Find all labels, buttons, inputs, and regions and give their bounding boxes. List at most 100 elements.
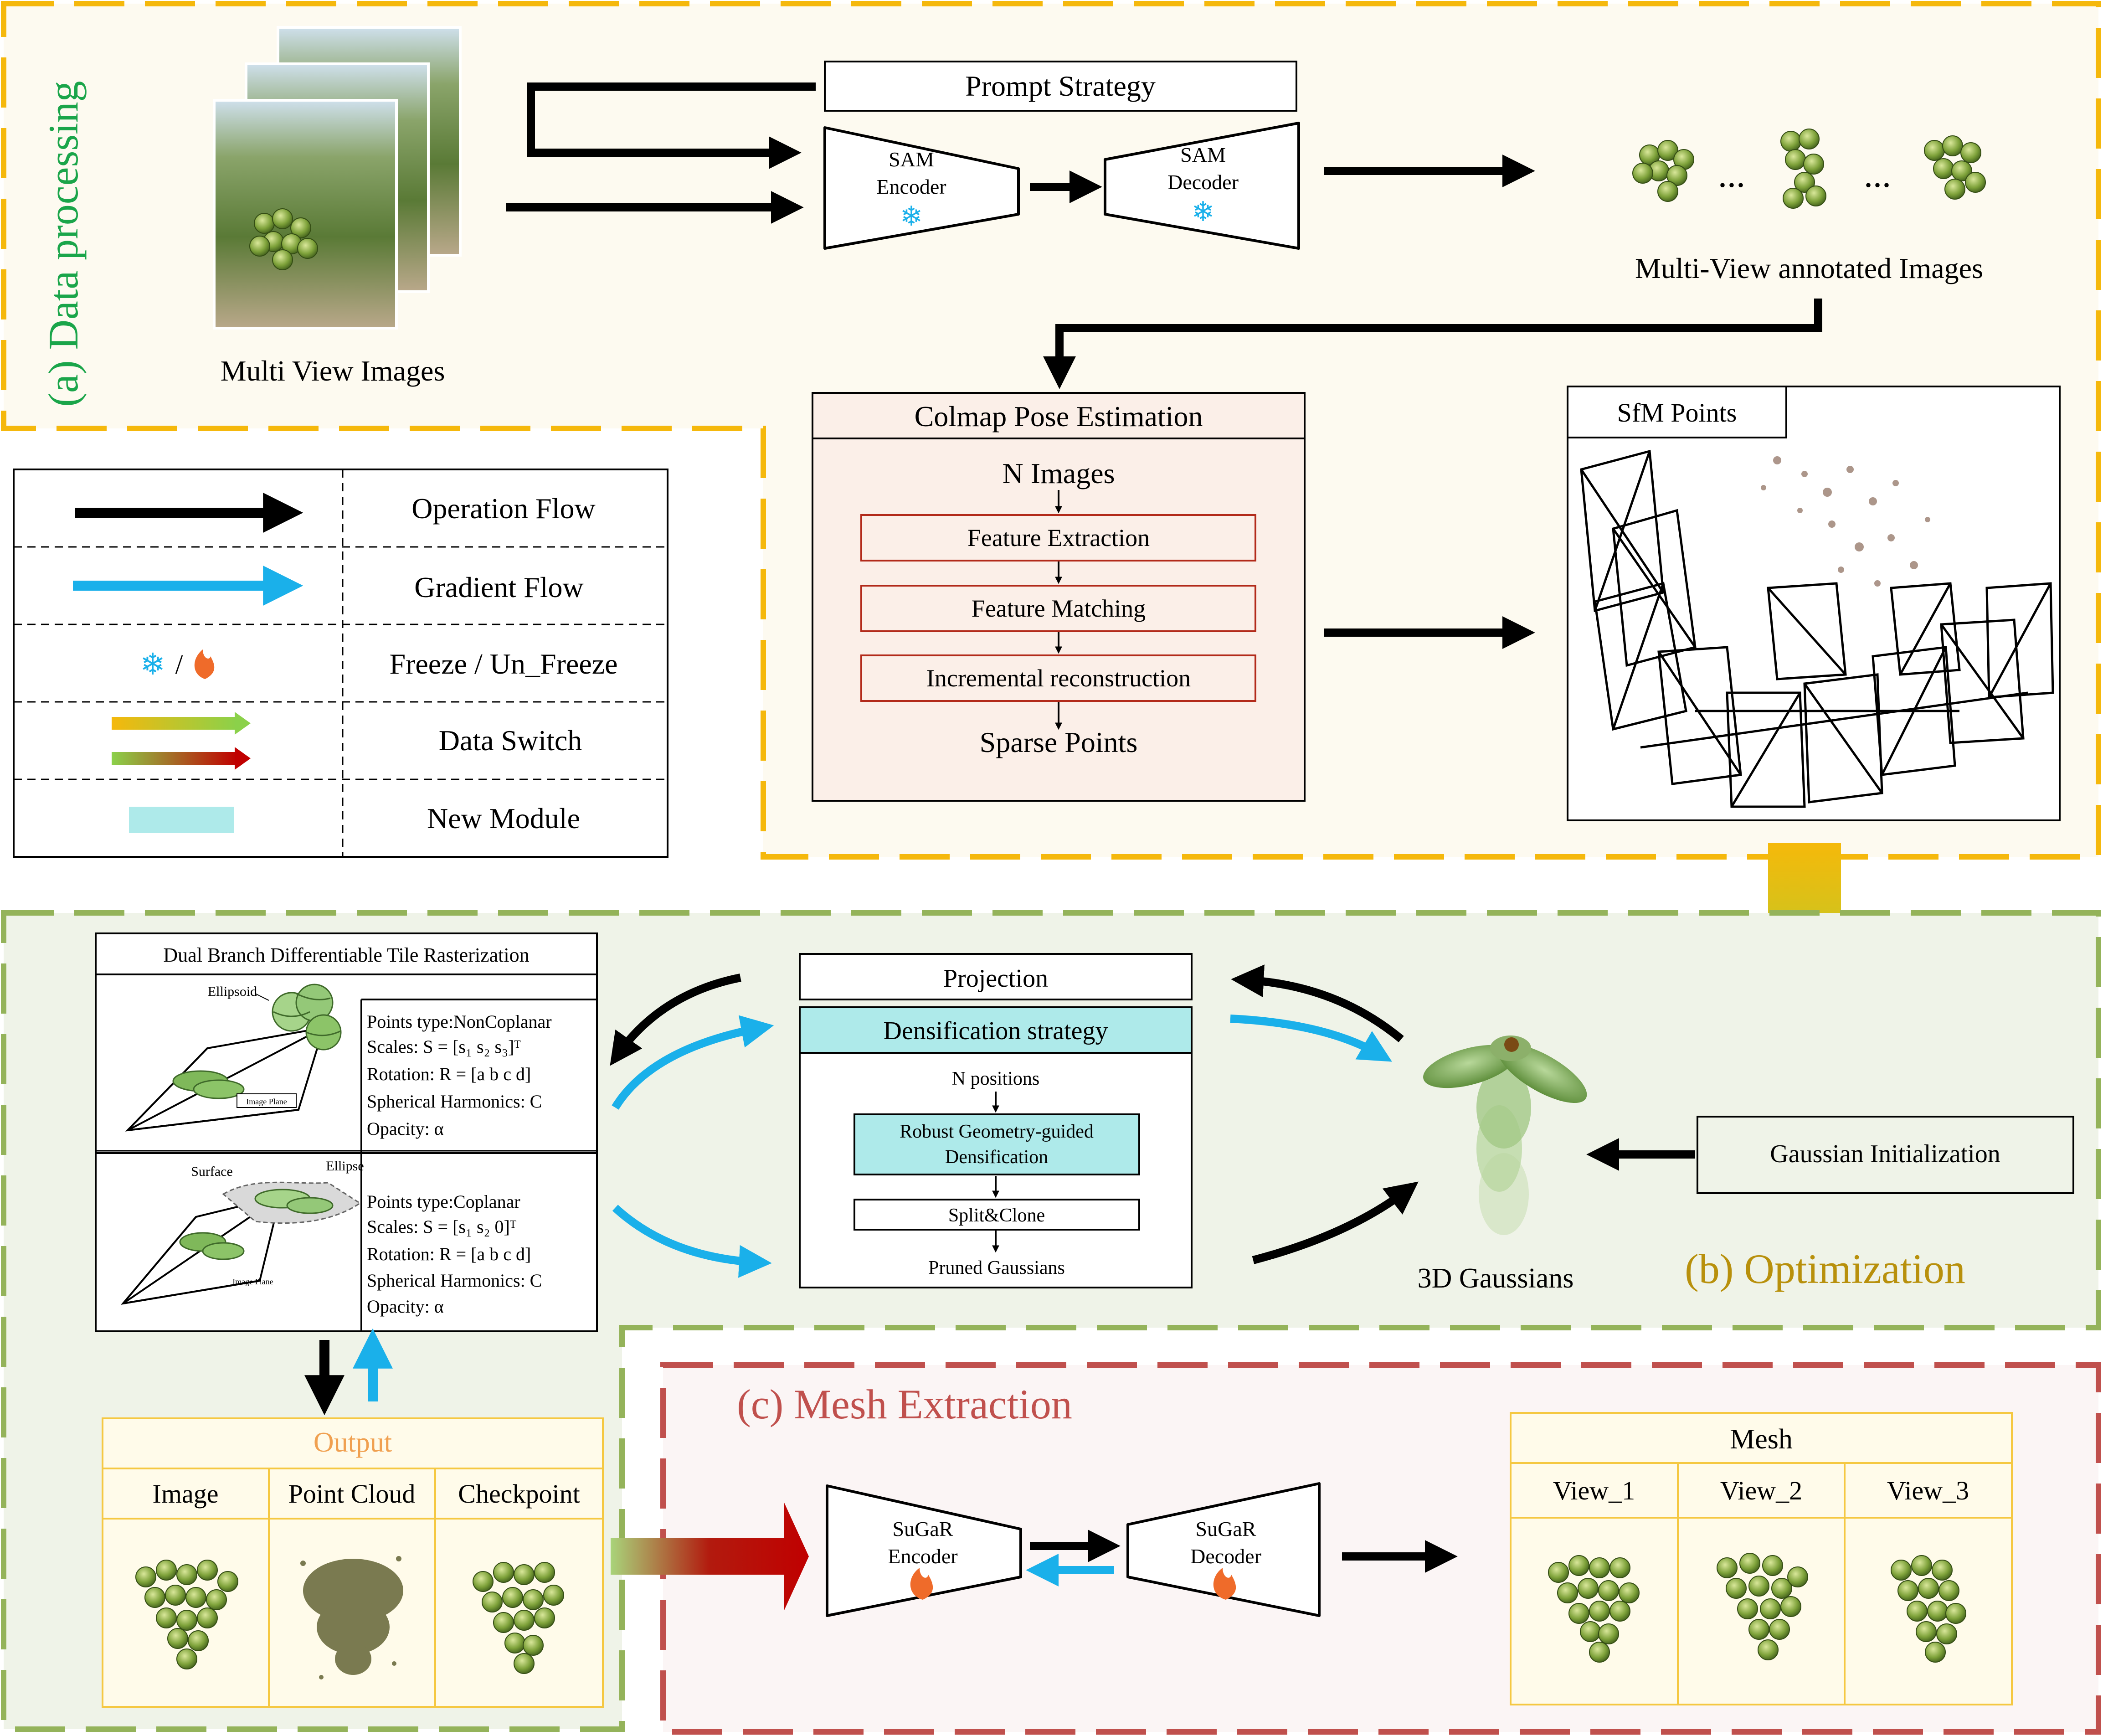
3d-gaussians-illustration: [1423, 1035, 1587, 1235]
snowflake-icon: ❄: [1192, 197, 1214, 227]
raster-to-projection-gradient-arrow: [612, 1015, 774, 1110]
prompt-loop-arrow: [527, 82, 816, 169]
split-clone-label: Split&Clone: [948, 1205, 1045, 1226]
coplanar-line-3: Rotation: R = [a b c d]: [367, 1244, 531, 1264]
legend-new-module-label: New Module: [427, 802, 580, 835]
sam-decoder-label-2: Decoder: [1167, 170, 1239, 194]
legend: Operation Flow Gradient Flow ❄ / Freeze …: [13, 469, 668, 858]
output-col-checkpoint: Checkpoint: [458, 1479, 580, 1509]
section-b-border: [1, 910, 2101, 1732]
densify-to-gaussians-gradient-arrow: [1230, 1015, 1392, 1062]
coplanar-line-1: Points type:Coplanar: [367, 1191, 520, 1212]
projection-label: Projection: [943, 964, 1048, 993]
mesh-view-3: View_3: [1887, 1476, 1969, 1505]
noncoplanar-line-3: Rotation: R = [a b c d]: [367, 1064, 531, 1084]
sugar-encoder-label-2: Encoder: [888, 1545, 957, 1568]
output-col-image: Image: [153, 1479, 219, 1509]
sfm-camera-frustums: [1580, 449, 2054, 808]
coplanar-line-5: Opacity: α: [367, 1296, 444, 1317]
sam-decoder-label-1: SAM: [1180, 143, 1226, 166]
noncoplanar-line-1: Points type:NonCoplanar: [367, 1011, 552, 1032]
fire-icon: [194, 649, 215, 679]
legend-data-switch-label: Data Switch: [439, 724, 582, 757]
coplanar-illustration: Image Plane Surface Ellipse: [120, 1159, 364, 1305]
feature-extraction-box: [860, 514, 1256, 561]
output-col-point-cloud: Point Cloud: [288, 1479, 416, 1509]
robust-densification-box: [854, 1113, 1140, 1175]
annotated-to-colmap-arrow: [1043, 299, 1822, 389]
coplanar-plane-label: Image Plane: [232, 1277, 273, 1286]
sugar-decoder-label-1: SuGaR: [1196, 1517, 1256, 1540]
sfm-title-box: [1567, 386, 1787, 438]
colmap-n-images: N Images: [1002, 457, 1115, 489]
legend-data-switch-arrows: [112, 712, 251, 770]
projection-box: [799, 953, 1193, 1000]
legend-gradient-label: Gradient Flow: [414, 571, 584, 603]
fire-icon: [910, 1568, 933, 1600]
pruned-label: Pruned Gaussians: [928, 1257, 1065, 1278]
surface-label: Surface: [191, 1164, 233, 1179]
section-b-label: (b) Optimization: [1685, 1246, 1965, 1292]
sam-encoder-label-2: Encoder: [876, 175, 946, 198]
ellipsoid-label: Ellipsoid: [208, 984, 257, 999]
sparse-points-label: Sparse Points: [980, 726, 1138, 758]
densification-title: Densification strategy: [884, 1017, 1108, 1045]
colmap-title: Colmap Pose Estimation: [915, 400, 1203, 433]
prompt-strategy-box: [824, 61, 1297, 112]
coplanar-to-densify-gradient-arrow: [612, 1205, 772, 1278]
legend-new-module-swatch: [129, 807, 234, 833]
feature-matching-label: Feature Matching: [972, 595, 1146, 622]
sugar-decoder-shape: [1126, 1482, 1321, 1617]
noncoplanar-plane-label: Image Plane: [246, 1097, 287, 1106]
fire-icon: [1213, 1568, 1236, 1600]
sugar-encoder-shape: [826, 1484, 1022, 1617]
ellipse-label: Ellipse: [326, 1159, 364, 1174]
3d-gaussians-caption: 3D Gaussians: [1418, 1263, 1574, 1294]
n-positions-label: N positions: [952, 1068, 1040, 1089]
robust-label-2: Densification: [945, 1147, 1048, 1168]
data-switch-arrow-right: [611, 1502, 809, 1611]
gaussians-to-projection-arrow: [1231, 964, 1404, 1042]
split-clone-box: [854, 1199, 1140, 1231]
sam-encoder-label-1: SAM: [889, 148, 934, 171]
section-a-label: (a) Data processing: [40, 81, 87, 407]
multi-view-caption: Multi View Images: [221, 355, 445, 387]
coplanar-line-4: Spherical Harmonics: C: [367, 1270, 542, 1291]
snowflake-icon: ❄: [900, 201, 923, 232]
section-c-label: (c) Mesh Extraction: [737, 1381, 1072, 1427]
legend-freeze-label: Freeze / Un_Freeze: [389, 648, 617, 680]
noncoplanar-line-4: Spherical Harmonics: C: [367, 1091, 542, 1112]
legend-freeze-sep: /: [175, 649, 183, 680]
robust-label-1: Robust Geometry-guided: [900, 1121, 1094, 1142]
noncoplanar-line-2: Scales: S = [s₁ s₂ s₃]ᵀ: [367, 1036, 521, 1057]
legend-operation-label: Operation Flow: [411, 492, 596, 525]
multi-view-images: [213, 26, 462, 330]
sam-decoder-shape: [1104, 122, 1300, 250]
ellipsis-2: ...: [1864, 155, 1891, 195]
feature-extraction-label: Feature Extraction: [967, 524, 1150, 551]
sfm-point-cloud: [1761, 456, 1930, 587]
noncoplanar-line-5: Opacity: α: [367, 1118, 444, 1139]
sam-encoder-shape: [823, 126, 1020, 250]
section-a-border: [1, 1, 2101, 860]
projection-to-raster-arrow: [610, 974, 741, 1066]
gaussian-init-label: Gaussian Initialization: [1770, 1140, 2000, 1168]
prompt-strategy-label: Prompt Strategy: [965, 70, 1156, 102]
output-point-cloud: [300, 1556, 403, 1679]
feature-matching-box: [860, 585, 1256, 632]
incremental-reconstruction-label: Incremental reconstruction: [926, 665, 1191, 692]
ellipsis-1: ...: [1718, 155, 1745, 195]
sfm-box: [1567, 386, 2061, 821]
mesh-view-2: View_2: [1720, 1476, 1802, 1505]
snowflake-icon: ❄: [140, 648, 165, 681]
coplanar-line-2: Scales: S = [s₁ s₂ 0]ᵀ: [367, 1216, 517, 1237]
raster-title: Dual Branch Differentiable Tile Rasteriz…: [163, 944, 529, 966]
incremental-reconstruction-box: [860, 654, 1256, 702]
densification-title-box: [799, 1006, 1193, 1054]
densify-to-gaussians-arrow: [1252, 1181, 1419, 1264]
noncoplanar-illustration: Image Plane Ellipsoid: [125, 984, 342, 1132]
mesh-title: Mesh: [1730, 1424, 1793, 1455]
sugar-decoder-label-2: Decoder: [1190, 1545, 1261, 1568]
gaussian-init-box: [1697, 1116, 2074, 1194]
